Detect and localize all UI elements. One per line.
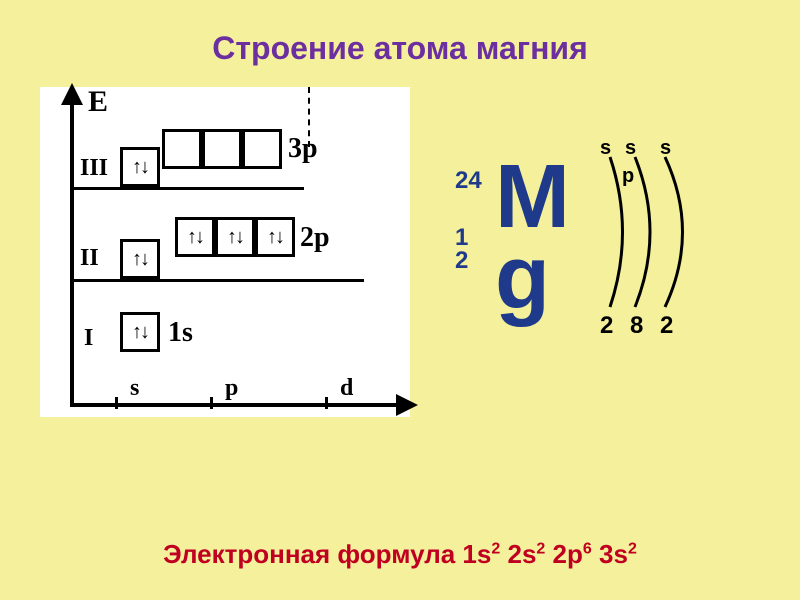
formula-term-3: 2p6 — [553, 539, 592, 569]
formula-term-2: 2s2 — [507, 539, 545, 569]
mass-number: 24 — [455, 167, 482, 195]
atomic-number: 1 2 — [455, 227, 468, 273]
orbital-3s: ↑↓ — [120, 147, 160, 187]
t3b: 2p — [553, 539, 583, 569]
tick-p — [210, 397, 213, 409]
t1s: 2 — [491, 540, 500, 557]
e-label: E — [88, 85, 108, 119]
arrows-2p2: ↑↓ — [227, 227, 243, 247]
x-label-s: s — [130, 375, 139, 402]
orbital-2p-2: ↑↓ — [215, 217, 255, 257]
orbital-2s: ↑↓ — [120, 239, 160, 279]
energy-diagram: E III ↑↓ 3p II ↑↓ ↑↓ ↑↓ ↑↓ 2p I ↑↓ 1s s — [40, 87, 410, 417]
y-arrowhead-icon — [61, 83, 83, 105]
shell-count-1: 2 — [600, 312, 613, 340]
formula-term-1: 1s2 — [462, 539, 500, 569]
arrows-2p1: ↑↓ — [187, 227, 203, 247]
t4b: 3s — [599, 539, 628, 569]
level-1-label: I — [84, 325, 93, 352]
level-3-baseline — [74, 187, 304, 190]
electron-formula: Электронная формула 1s2 2s2 2p6 3s2 — [0, 539, 800, 570]
x-label-d: d — [340, 375, 353, 402]
formula-prefix: Электронная формула — [163, 539, 462, 569]
x-axis — [70, 403, 400, 407]
formula-term-4: 3s2 — [599, 539, 637, 569]
orbital-3p-3 — [242, 129, 282, 169]
t3s: 6 — [583, 540, 592, 557]
atomic-number-line-2: 2 — [455, 247, 468, 274]
label-1s: 1s — [168, 317, 193, 349]
tick-d — [325, 397, 328, 409]
orbital-3p-2 — [202, 129, 242, 169]
orbital-2p-1: ↑↓ — [175, 217, 215, 257]
t1b: 1s — [462, 539, 491, 569]
level-2-label: II — [80, 245, 99, 272]
orbital-2p-3: ↑↓ — [255, 217, 295, 257]
page-title: Строение атома магния — [0, 0, 800, 67]
orbital-1s: ↑↓ — [120, 312, 160, 352]
shell-count-2: 8 — [630, 312, 643, 340]
orbital-3p-1 — [162, 129, 202, 169]
content-row: E III ↑↓ 3p II ↑↓ ↑↓ ↑↓ ↑↓ 2p I ↑↓ 1s s — [0, 67, 800, 417]
page-root: Строение атома магния E III ↑↓ 3p II — [0, 0, 800, 600]
tick-s — [115, 397, 118, 409]
element-shell-diagram: 24 M g 1 2 s s s p 2 8 2 — [450, 117, 760, 397]
symbol-line-2: g — [495, 228, 550, 328]
arrows-2p3: ↑↓ — [267, 227, 283, 247]
t4s: 2 — [628, 540, 637, 557]
arrows-1s: ↑↓ — [132, 322, 148, 342]
level-3-label: III — [80, 155, 108, 182]
shell-count-3: 2 — [660, 312, 673, 340]
shell-arcs-icon — [590, 137, 750, 317]
y-axis — [70, 87, 74, 407]
t2s: 2 — [536, 540, 545, 557]
element-symbol: M g — [495, 157, 570, 319]
level-2-baseline — [74, 279, 364, 282]
t2b: 2s — [507, 539, 536, 569]
x-arrowhead-icon — [396, 394, 418, 416]
label-3p: 3p — [288, 133, 318, 165]
arrows-2s: ↑↓ — [132, 249, 148, 269]
x-label-p: p — [225, 375, 238, 402]
label-2p: 2p — [300, 222, 330, 254]
arrows-3s: ↑↓ — [132, 157, 148, 177]
